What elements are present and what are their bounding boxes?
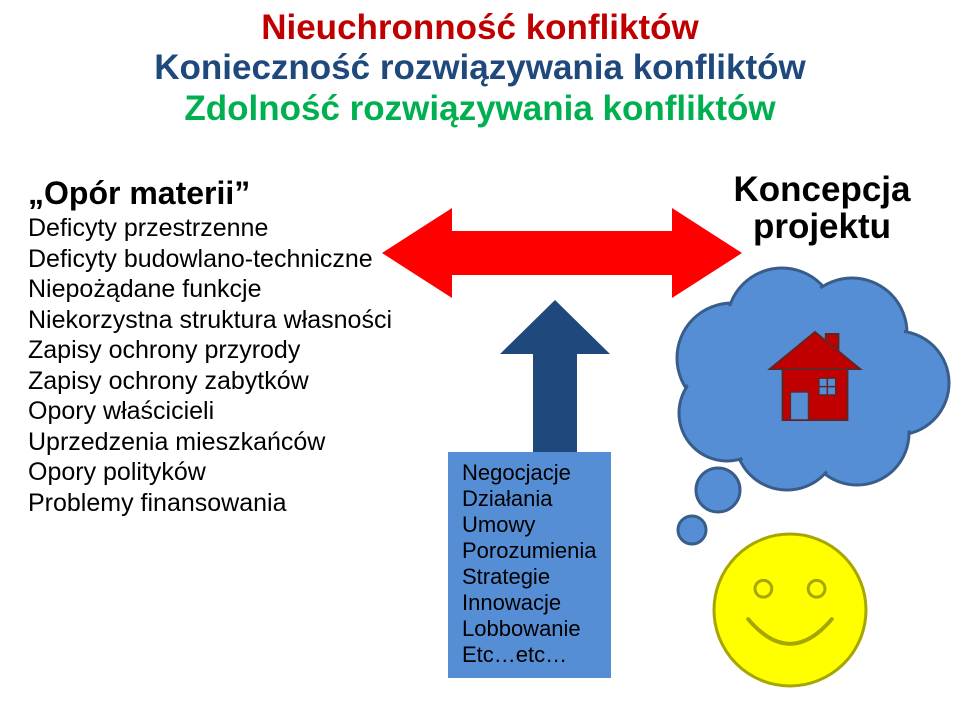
neg-item: Innowacje (462, 590, 597, 616)
left-item: Niepożądane funkcje (28, 274, 428, 305)
left-item: Opory właścicieli (28, 396, 428, 427)
left-item: Niekorzystna struktura własności (28, 305, 428, 336)
title-line-2: Konieczność rozwiązywania konfliktów (0, 48, 960, 88)
neg-item: Lobbowanie (462, 616, 597, 642)
koncepcja-label: Koncepcja projektu (712, 172, 932, 246)
left-item: Zapisy ochrony przyrody (28, 335, 428, 366)
left-item: Opory polityków (28, 457, 428, 488)
neg-item: Strategie (462, 564, 597, 590)
negotiations-box: NegocjacjeDziałaniaUmowyPorozumieniaStra… (448, 452, 611, 678)
neg-item: Działania (462, 486, 597, 512)
neg-item: Umowy (462, 512, 597, 538)
left-heading: „Opór materii” (28, 174, 428, 213)
smiley-face (708, 528, 872, 692)
neg-item: Etc…etc… (462, 642, 597, 668)
left-item: Problemy finansowania (28, 488, 428, 519)
neg-item: Negocjacje (462, 460, 597, 486)
left-item: Uprzedzenia mieszkańców (28, 427, 428, 458)
up-arrow (500, 300, 610, 452)
left-item: Deficyty przestrzenne (28, 213, 428, 244)
left-column: „Opór materii” Deficyty przestrzenneDefi… (28, 174, 428, 518)
title-block: Nieuchronność konfliktów Konieczność roz… (0, 8, 960, 129)
left-item: Deficyty budowlano-techniczne (28, 244, 428, 275)
neg-item: Porozumienia (462, 538, 597, 564)
title-line-3: Zdolność rozwiązywania konfliktów (0, 89, 960, 129)
left-item: Zapisy ochrony zabytków (28, 366, 428, 397)
koncepcja-line1: Koncepcja (734, 170, 911, 209)
title-line-1: Nieuchronność konfliktów (0, 8, 960, 48)
